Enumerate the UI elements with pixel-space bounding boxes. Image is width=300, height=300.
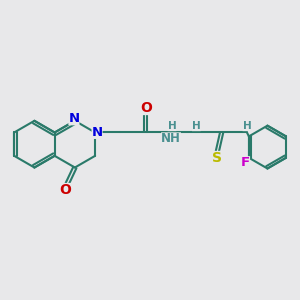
- Text: O: O: [140, 101, 152, 115]
- Text: N: N: [92, 126, 103, 139]
- Text: NH: NH: [161, 132, 181, 145]
- Text: F: F: [241, 156, 250, 169]
- Text: N: N: [68, 112, 80, 125]
- Text: H: H: [243, 121, 251, 131]
- Text: S: S: [212, 151, 222, 165]
- Text: H: H: [168, 121, 176, 131]
- Text: H: H: [192, 121, 201, 131]
- Text: O: O: [59, 183, 71, 197]
